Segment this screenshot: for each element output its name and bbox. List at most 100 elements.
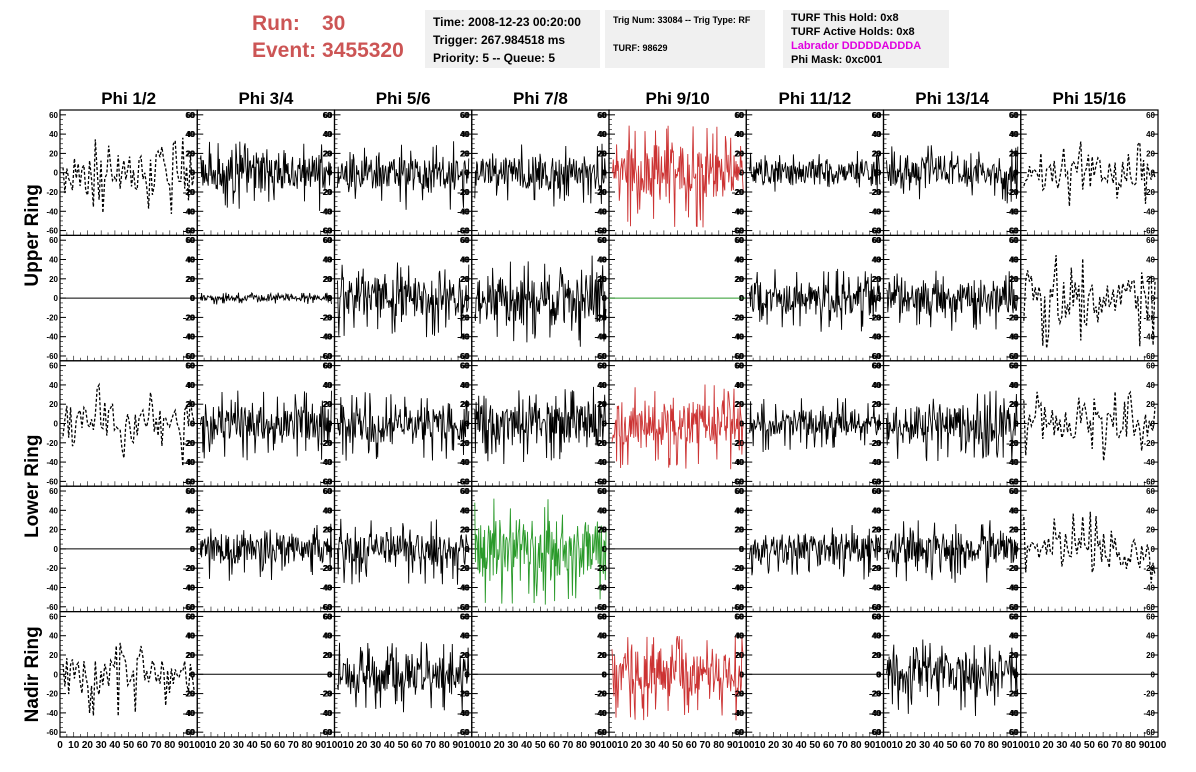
column-header: Phi 3/4	[238, 89, 293, 108]
y-tick-label: 40	[324, 632, 333, 641]
waveform-trace	[886, 639, 1019, 717]
y-tick-label: 60	[735, 612, 744, 621]
y-tick-label: -60	[320, 477, 332, 486]
x-tick-label: 80	[301, 740, 313, 751]
y-tick-label: -20	[46, 188, 58, 197]
y-tick-label: -20	[183, 313, 195, 322]
x-tick-label: 90	[727, 740, 739, 751]
y-tick-label: -60	[595, 352, 607, 361]
y-tick-label: -20	[184, 439, 196, 448]
waveform-trace	[199, 523, 332, 581]
y-tick-label: -60	[732, 227, 744, 236]
y-tick-label: 60	[1146, 612, 1155, 621]
y-tick-label: 60	[735, 362, 744, 371]
y-tick-label: 60	[323, 612, 332, 621]
y-tick-label: -60	[458, 728, 470, 737]
y-tick-label: 60	[461, 236, 470, 245]
y-tick-label: 0	[465, 545, 470, 554]
y-tick-label: -20	[457, 564, 469, 573]
panel-frame	[882, 360, 1022, 487]
y-tick-label: 20	[460, 526, 469, 535]
x-tick-label: 10	[205, 740, 217, 751]
y-tick-label: 0	[465, 294, 470, 303]
y-tick-label: 20	[461, 400, 470, 409]
x-tick-label: 70	[1111, 740, 1123, 751]
y-tick-label: -20	[320, 564, 332, 573]
y-tick-label: -60	[733, 603, 745, 612]
column-header: Phi 5/6	[376, 89, 431, 108]
y-tick-label: -20	[869, 313, 881, 322]
y-tick-label: 60	[323, 487, 332, 496]
y-tick-label: 20	[872, 400, 881, 409]
y-tick-label: 60	[734, 487, 743, 496]
y-tick-label: -40	[458, 709, 470, 718]
y-tick-label: 20	[49, 526, 58, 535]
y-tick-label: 60	[185, 111, 194, 120]
run-label: Run:	[252, 12, 300, 35]
y-tick-label: -40	[1007, 709, 1019, 718]
y-tick-label: 20	[1009, 651, 1018, 660]
y-tick-label: -20	[732, 564, 744, 573]
waveform-trace	[199, 390, 332, 461]
y-tick-label: -40	[1143, 333, 1155, 342]
y-tick-label: -20	[183, 564, 195, 573]
x-tick-label: 40	[109, 740, 121, 751]
y-tick-label: 40	[873, 506, 882, 515]
y-tick-label: 20	[1009, 149, 1018, 158]
y-tick-label: 20	[735, 526, 744, 535]
y-tick-label: 20	[734, 526, 743, 535]
y-tick-label: -20	[732, 313, 744, 322]
x-tick-label: 20	[219, 740, 231, 751]
y-tick-label: -40	[457, 333, 469, 342]
x-tick-label: 100	[1150, 740, 1167, 751]
y-tick-label: -60	[1007, 227, 1019, 236]
y-tick-label: -20	[1007, 188, 1019, 197]
y-tick-label: 40	[461, 130, 470, 139]
y-tick-label: -60	[46, 477, 58, 486]
x-tick-label: 20	[1043, 740, 1055, 751]
run-value: 30	[322, 12, 346, 35]
y-tick-label: 60	[185, 487, 194, 496]
y-tick-label: 40	[461, 632, 470, 641]
y-tick-label: -40	[184, 458, 196, 467]
y-tick-label: 40	[872, 506, 881, 515]
y-tick-label: -40	[1143, 709, 1155, 718]
y-tick-label: 40	[1010, 632, 1019, 641]
waveform-trace	[886, 270, 1019, 331]
y-tick-label: 60	[873, 487, 882, 496]
y-tick-label: 40	[1010, 130, 1019, 139]
x-tick-label: 10	[617, 740, 629, 751]
y-tick-label: -40	[870, 583, 882, 592]
y-tick-label: 40	[872, 130, 881, 139]
y-tick-label: 40	[735, 632, 744, 641]
y-tick-label: 60	[49, 111, 58, 120]
y-tick-label: 60	[1146, 111, 1155, 120]
row-label: Lower Ring	[22, 434, 43, 537]
y-tick-label: -20	[321, 188, 333, 197]
x-tick-label: 30	[645, 740, 657, 751]
x-tick-label: 40	[658, 740, 670, 751]
column-header: Phi 11/12	[778, 89, 851, 108]
y-tick-label: 20	[186, 526, 195, 535]
y-tick-label: 20	[1146, 275, 1155, 284]
y-tick-label: 20	[1146, 651, 1155, 660]
y-tick-label: -60	[595, 603, 607, 612]
y-tick-label: 60	[323, 236, 332, 245]
x-tick-label: 50	[947, 740, 959, 751]
y-tick-label: -40	[184, 333, 196, 342]
y-tick-label: -60	[1007, 603, 1019, 612]
x-tick-label: 60	[411, 740, 423, 751]
y-tick-label: 20	[734, 275, 743, 284]
y-tick-label: -40	[733, 709, 745, 718]
y-tick-label: -60	[458, 227, 470, 236]
y-tick-label: -60	[1143, 352, 1155, 361]
y-tick-label: 60	[1010, 487, 1019, 496]
x-tick-label: 10	[892, 740, 904, 751]
y-tick-label: 20	[185, 651, 194, 660]
x-tick-label: 90	[864, 740, 876, 751]
trigger-text: Trigger: 267.984518 ms	[433, 33, 566, 47]
y-tick-label: -40	[869, 458, 881, 467]
y-tick-label: -40	[1006, 458, 1018, 467]
y-tick-label: 0	[740, 670, 745, 679]
x-tick-label: 10	[68, 740, 80, 751]
